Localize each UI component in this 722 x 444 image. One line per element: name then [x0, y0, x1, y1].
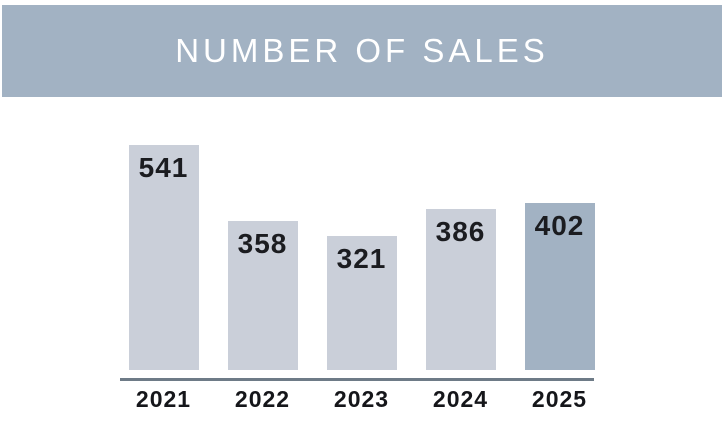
- bar-value-label: 541: [138, 152, 189, 183]
- chart-header-band: NUMBER OF SALES: [2, 5, 722, 97]
- x-axis-tick-label: 2022: [234, 386, 291, 412]
- chart-title: NUMBER OF SALES: [175, 32, 549, 69]
- bar-2022: 358: [227, 221, 298, 370]
- bar-value-label: 358: [237, 228, 288, 259]
- bar-value-label: 386: [435, 216, 486, 247]
- x-axis-tick-label: 2025: [531, 386, 588, 412]
- bar-2024: 386: [425, 209, 496, 370]
- x-axis-tick-label: 2024: [432, 386, 489, 412]
- bar-2023: 321: [326, 236, 397, 370]
- bar-value-label: 402: [534, 210, 585, 241]
- x-axis-tick-label: 2021: [135, 386, 192, 412]
- bar-2021: 541: [128, 145, 199, 370]
- x-axis-tick-label: 2023: [333, 386, 390, 412]
- bar-value-label: 321: [336, 243, 387, 274]
- bar-2025: 402: [524, 203, 595, 370]
- x-axis-line: [120, 378, 594, 381]
